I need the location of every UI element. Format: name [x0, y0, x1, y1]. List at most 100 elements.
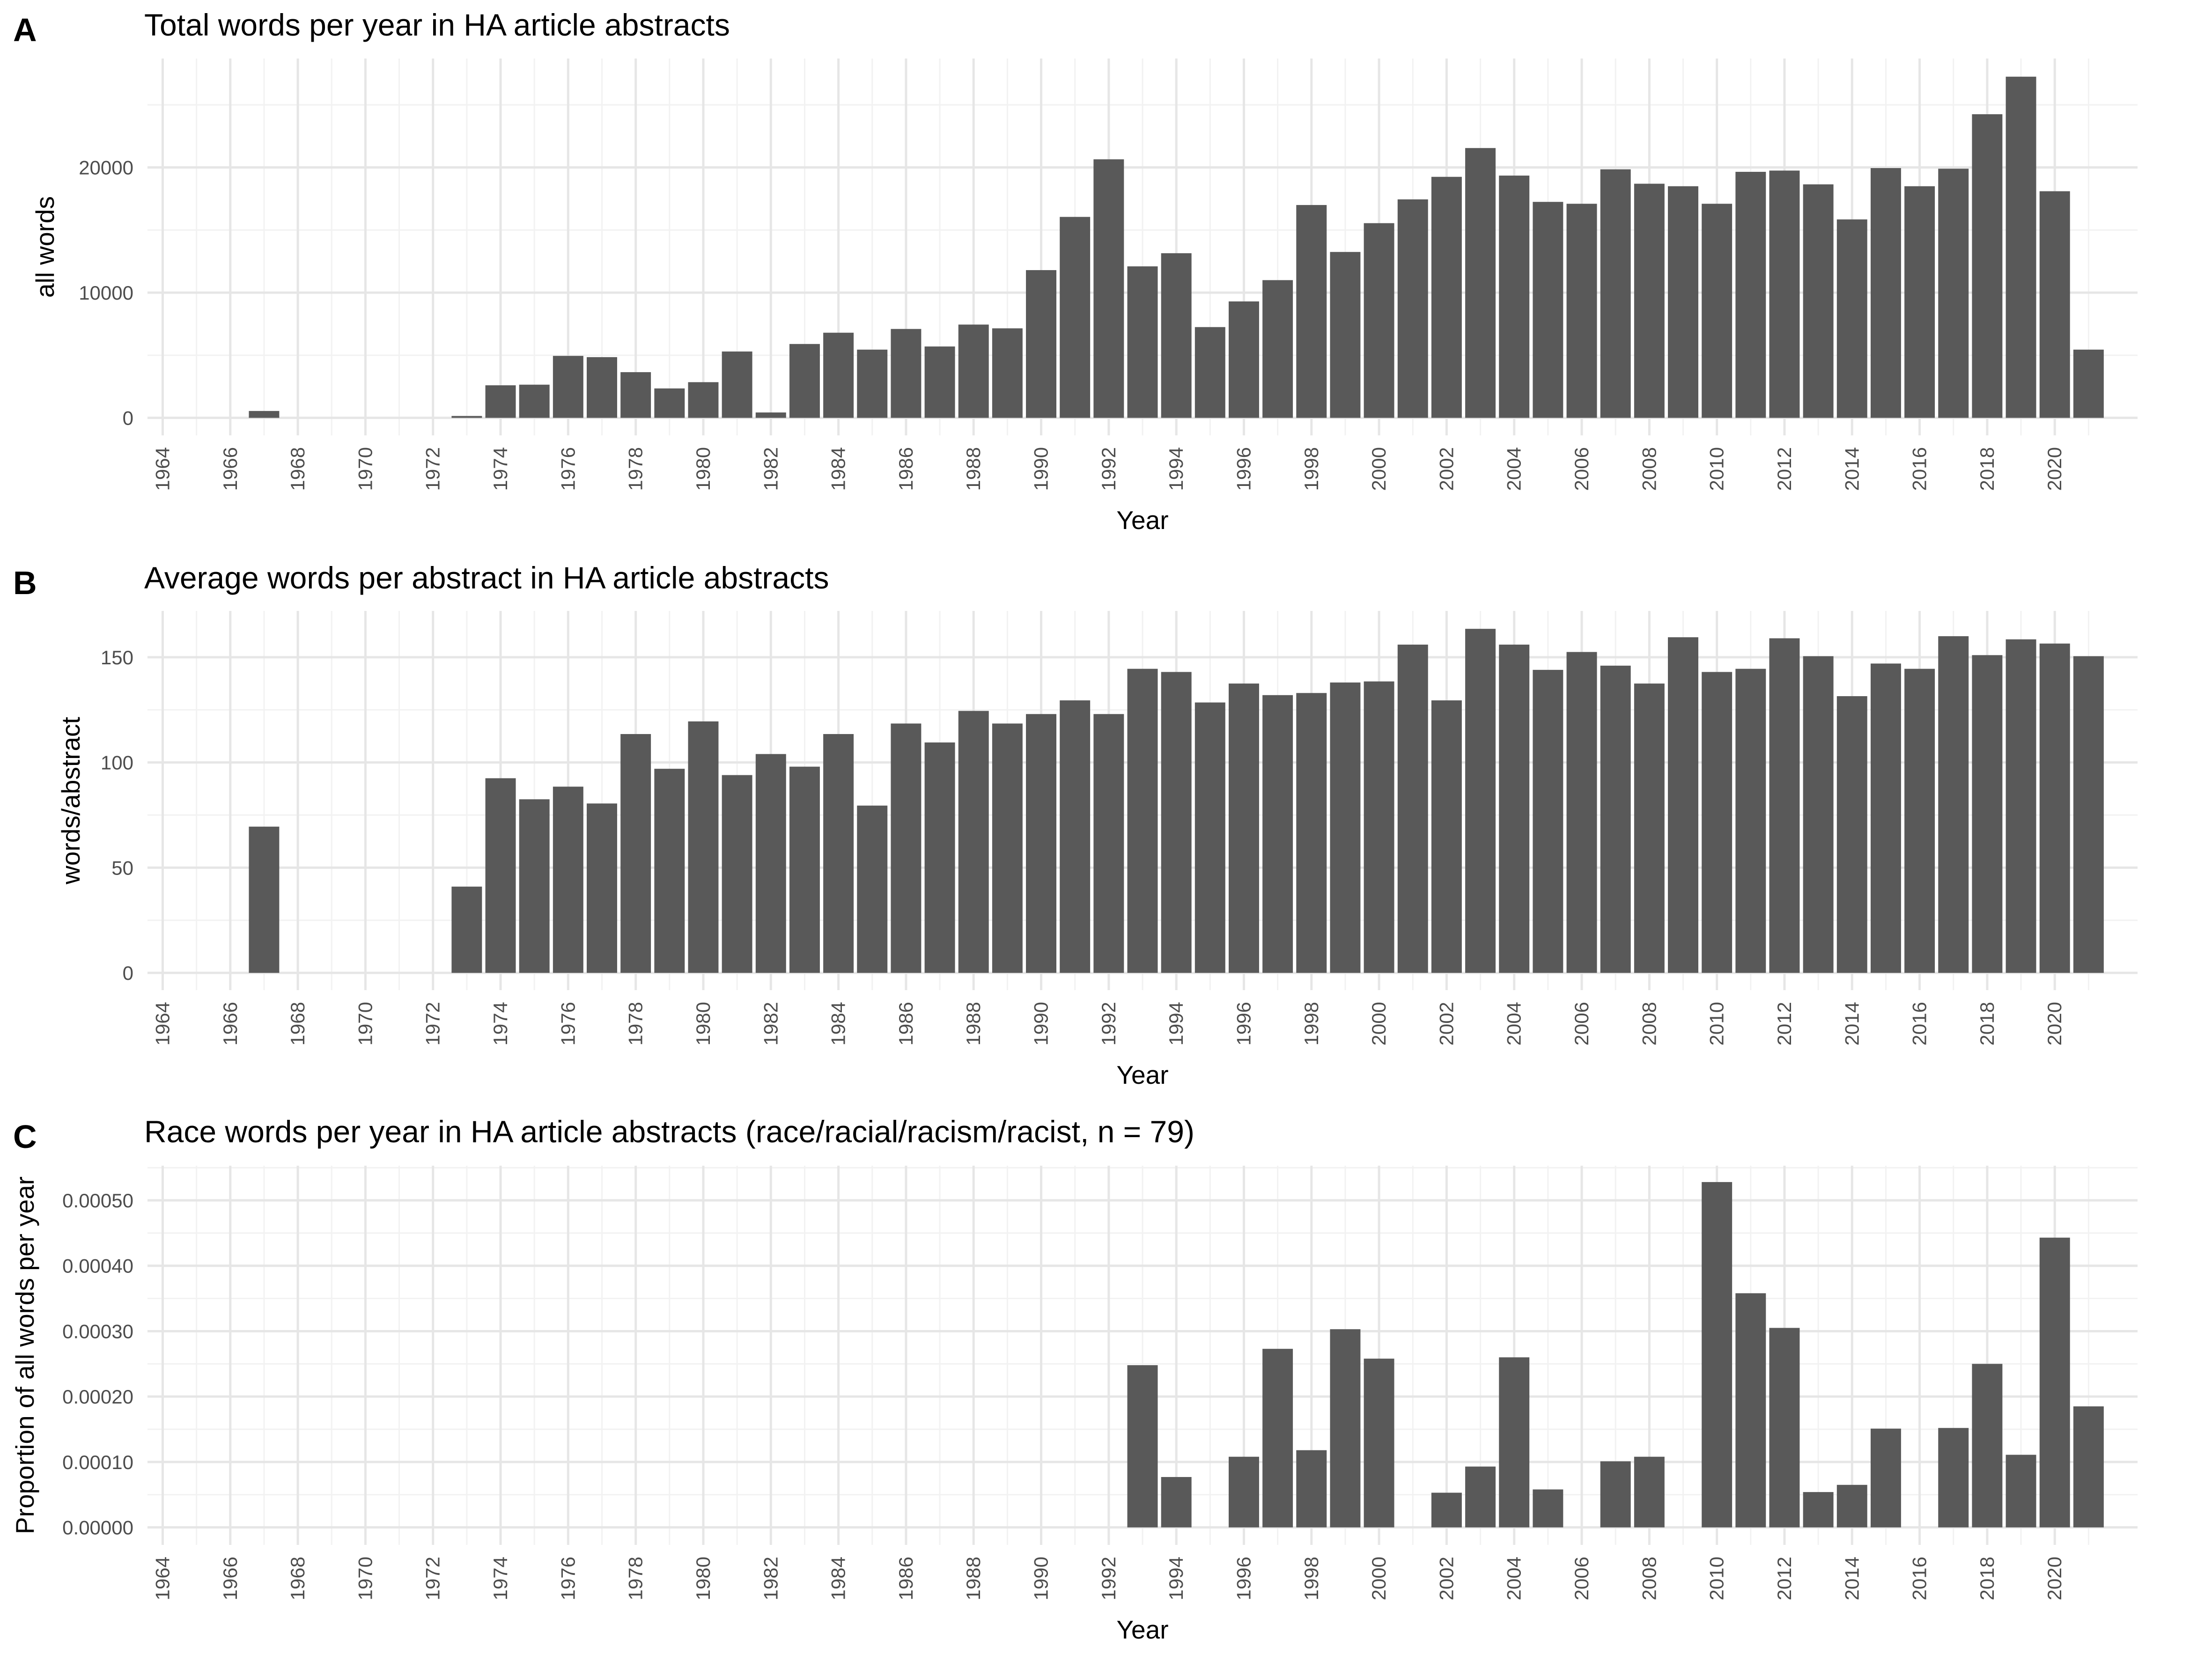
x-tick-label: 1982 [759, 1002, 782, 1045]
x-tick-label: 1990 [1030, 447, 1052, 491]
y-tick-label: 0.00040 [62, 1255, 133, 1277]
y-tick-label: 0.00030 [62, 1320, 133, 1342]
bar-1997 [1262, 1349, 1293, 1528]
panel-title: Race words per year in HA article abstra… [144, 1114, 1194, 1149]
panel-c: 0.00000 0.00010 0.00020 0.00030 0.00040 0.000… [10, 1114, 2138, 1644]
y-tick-label: 50 [111, 857, 133, 879]
bar-1967 [249, 826, 280, 973]
bar-1993 [1127, 669, 1158, 973]
y-axis-title: Proportion of all words per year [10, 1176, 39, 1534]
bar-2009 [1668, 186, 1698, 418]
bar-2019 [2006, 1455, 2036, 1528]
bar-2007 [1600, 1461, 1631, 1528]
x-tick-label: 2014 [1841, 1557, 1863, 1600]
x-tick-label: 1966 [219, 1002, 241, 1045]
x-tick-label: 1996 [1232, 1002, 1254, 1045]
x-tick-label: 1976 [557, 447, 579, 491]
bar-2004 [1499, 176, 1530, 418]
y-tick-label: 150 [101, 647, 133, 669]
y-axis-title: all words [30, 196, 59, 298]
x-tick-label: 1978 [625, 447, 647, 491]
bar-2011 [1735, 172, 1766, 418]
x-tick-label: 2004 [1503, 1557, 1525, 1600]
bar-1982 [755, 754, 786, 973]
bar-2000 [1364, 1359, 1394, 1528]
x-tick-labels: 1964 1966 1968 1970 1972 1974 1976 1978 1980 1982… [151, 1557, 2065, 1600]
bar-2017 [1938, 636, 1969, 973]
panel-label: C [13, 1118, 37, 1155]
x-tick-label: 2004 [1503, 447, 1525, 491]
x-tick-label: 2020 [2043, 1002, 2065, 1045]
bars [1127, 1182, 2104, 1528]
bar-2011 [1735, 1293, 1766, 1528]
x-tick-label: 1974 [489, 447, 511, 491]
bar-2003 [1465, 629, 1496, 973]
y-tick-label: 0.00020 [62, 1386, 133, 1408]
x-tick-label: 1992 [1098, 1557, 1120, 1600]
bar-1973 [451, 886, 482, 973]
bar-2000 [1364, 681, 1394, 973]
x-tick-label: 1964 [151, 447, 173, 491]
bar-2014 [1836, 219, 1867, 418]
panel-label: B [13, 565, 37, 601]
bar-1981 [722, 351, 752, 418]
x-tick-label: 1996 [1232, 1557, 1254, 1600]
bar-2021 [2073, 656, 2104, 973]
bar-2003 [1465, 148, 1496, 418]
bar-2010 [1702, 672, 1733, 973]
bar-1999 [1330, 1329, 1361, 1528]
bar-2013 [1803, 1492, 1834, 1528]
bar-1992 [1093, 714, 1124, 973]
x-tick-label: 2006 [1571, 447, 1593, 491]
x-tick-labels: 1964 1966 1968 1970 1972 1974 1976 1978 1980 1982… [151, 447, 2065, 491]
x-tick-label: 1968 [287, 1557, 309, 1600]
bar-2011 [1735, 669, 1766, 973]
x-tick-label: 1964 [151, 1002, 173, 1045]
bar-1977 [587, 357, 617, 418]
bar-2004 [1499, 644, 1530, 973]
y-tick-label: 10000 [79, 282, 133, 304]
bar-1995 [1194, 702, 1225, 973]
x-tick-label: 1968 [287, 1002, 309, 1045]
bar-2008 [1634, 1456, 1665, 1528]
x-tick-label: 2014 [1841, 447, 1863, 491]
x-tick-label: 1994 [1165, 1557, 1187, 1600]
bar-2008 [1634, 684, 1665, 973]
bar-1988 [958, 711, 989, 973]
bar-2014 [1836, 1485, 1867, 1528]
x-tick-label: 1984 [827, 447, 849, 491]
x-tick-label: 1964 [151, 1557, 173, 1600]
x-tick-label: 2020 [2043, 447, 2065, 491]
x-tick-label: 1966 [219, 1557, 241, 1600]
x-tick-label: 1988 [962, 1557, 984, 1600]
panel-label: A [13, 12, 37, 48]
x-tick-label: 2010 [1706, 1557, 1728, 1600]
x-tick-label: 1972 [422, 1002, 444, 1045]
bar-1999 [1330, 682, 1361, 973]
bar-1986 [891, 723, 922, 973]
x-tick-label: 1998 [1300, 1557, 1322, 1600]
x-tick-label: 1980 [692, 447, 714, 491]
bar-1984 [823, 332, 854, 418]
x-tick-label: 1988 [962, 1002, 984, 1045]
bar-2007 [1600, 665, 1631, 973]
x-tick-label: 1976 [557, 1557, 579, 1600]
x-tick-label: 1970 [354, 447, 376, 491]
bar-1992 [1093, 159, 1124, 418]
x-tick-label: 1976 [557, 1002, 579, 1045]
y-tick-labels: 0 10000 20000 [79, 157, 133, 429]
bar-2010 [1702, 204, 1733, 418]
bar-1974 [485, 778, 516, 973]
bar-2018 [1972, 1364, 2003, 1528]
bar-2009 [1668, 637, 1698, 973]
x-tick-label: 2000 [1368, 1557, 1390, 1600]
bar-2021 [2073, 1406, 2104, 1528]
bar-1989 [992, 328, 1023, 418]
x-tick-label: 2010 [1706, 447, 1728, 491]
bar-2016 [1904, 186, 1935, 418]
bar-2008 [1634, 184, 1665, 418]
x-tick-label: 1994 [1165, 1002, 1187, 1045]
x-tick-label: 2012 [1773, 1002, 1795, 1045]
bar-1978 [620, 734, 651, 973]
